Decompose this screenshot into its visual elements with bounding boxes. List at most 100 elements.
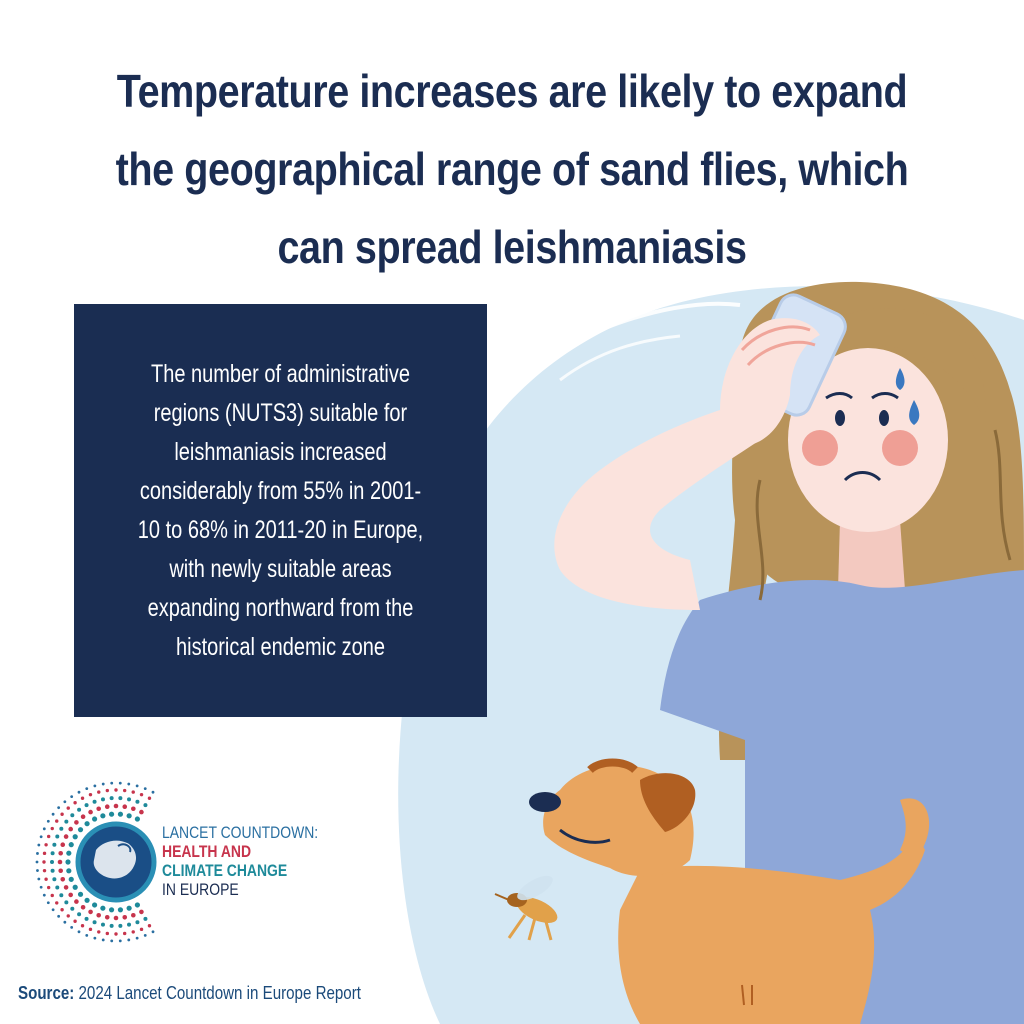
logo-dot	[117, 907, 124, 913]
logo-line: LANCET COUNTDOWN:	[162, 823, 319, 842]
logo-dot	[97, 790, 101, 794]
logo-dot	[42, 851, 47, 856]
logo-dot	[127, 782, 131, 786]
info-line: The number of administrative	[150, 359, 411, 388]
logo-dot	[88, 809, 93, 815]
logo-dot	[84, 916, 89, 921]
logo-dot	[127, 922, 132, 927]
logo-dot	[88, 927, 93, 932]
info-text: The number of administrative regions (NU…	[115, 355, 445, 667]
logo-dot	[134, 816, 140, 822]
logo-dot	[77, 891, 84, 897]
logo-dot	[84, 821, 90, 827]
logo-dot	[44, 877, 48, 881]
logo-dot	[70, 925, 74, 929]
source-label: Source:	[18, 983, 75, 1003]
logo-dot	[113, 803, 119, 809]
logo-dot	[63, 920, 67, 924]
logo-dot	[44, 843, 48, 847]
logo-dot	[88, 792, 93, 797]
logo-dot	[50, 860, 54, 864]
logo-dot	[37, 843, 41, 847]
logo-dot	[97, 930, 101, 934]
info-line: expanding northward from the	[147, 593, 414, 622]
logo-dot	[52, 877, 57, 882]
dog-nose	[529, 792, 561, 812]
logo-dot	[151, 790, 155, 794]
logo-dot	[55, 834, 60, 839]
logo-dot	[68, 826, 73, 832]
logo-dot	[35, 860, 39, 864]
sweat-drop	[895, 368, 905, 390]
logo-dot	[51, 812, 55, 816]
logo-dot	[42, 868, 47, 873]
source-text: 2024 Lancet Countdown in Europe Report	[78, 983, 361, 1003]
logo-dot	[84, 897, 90, 903]
logo-dot	[60, 812, 64, 816]
logo-dot	[131, 930, 135, 934]
logo-line: CLIMATE CHANGE	[162, 861, 288, 880]
logo-dotted-rings	[35, 781, 155, 943]
logo-dot	[63, 834, 69, 839]
logo-dot	[92, 816, 98, 822]
logo-dot	[42, 827, 46, 831]
logo-dot	[50, 826, 54, 831]
logo-dot	[52, 842, 57, 847]
logo-dot	[42, 860, 46, 864]
logo-dot	[139, 927, 144, 932]
logo-dot	[92, 902, 98, 908]
logo-dot	[59, 826, 64, 831]
logo-dot	[101, 938, 105, 942]
logo-dot	[55, 885, 60, 890]
sweat-drop	[909, 400, 920, 425]
logo-dot	[122, 931, 127, 936]
logo-dot	[126, 813, 132, 819]
logo-dot	[96, 806, 101, 812]
logo-dot	[73, 801, 77, 805]
logo-dot	[100, 797, 105, 802]
logo-dot	[88, 909, 93, 915]
logo-dot	[113, 915, 119, 921]
logo-dot	[139, 909, 144, 915]
logo-dot	[143, 933, 147, 937]
dog-illustration	[529, 758, 930, 1024]
logo-dot	[59, 893, 64, 898]
logo-dot	[131, 806, 136, 812]
logo-dot	[77, 790, 81, 794]
logo-dot	[100, 905, 106, 911]
logo-dot	[93, 936, 97, 940]
face	[788, 348, 948, 532]
logo-dot	[72, 834, 78, 840]
logo-dot	[57, 914, 61, 918]
logo-dot	[72, 884, 78, 890]
info-line: historical endemic zone	[176, 632, 385, 661]
logo-dot	[36, 852, 39, 855]
logo-dot	[50, 851, 55, 856]
logo-dot	[57, 806, 61, 810]
logo-dot	[66, 868, 72, 874]
info-line: leishmaniasis increased	[174, 437, 387, 466]
logo-dot	[46, 819, 50, 823]
info-line: with newly suitable areas	[169, 554, 392, 583]
logo-dot	[92, 799, 97, 804]
logo-dot	[131, 912, 136, 918]
logo-dot	[68, 842, 74, 848]
logo-dot	[84, 803, 89, 808]
logo-dot	[135, 936, 139, 940]
logo-dot	[73, 919, 77, 923]
logo-dot	[118, 796, 123, 801]
logo-dot	[36, 869, 39, 872]
logo-dot	[55, 901, 59, 905]
logo-dot	[50, 893, 54, 898]
logo-dot	[50, 868, 55, 873]
logo-dot	[104, 804, 110, 809]
logo-dot	[143, 916, 148, 921]
logo-dot	[77, 930, 81, 934]
logo-dot	[66, 850, 72, 856]
logo-dot	[51, 908, 55, 912]
logo-dot	[100, 922, 105, 927]
logo-dot	[117, 811, 124, 817]
logo-dot	[58, 850, 63, 856]
logo-dot	[85, 933, 89, 937]
